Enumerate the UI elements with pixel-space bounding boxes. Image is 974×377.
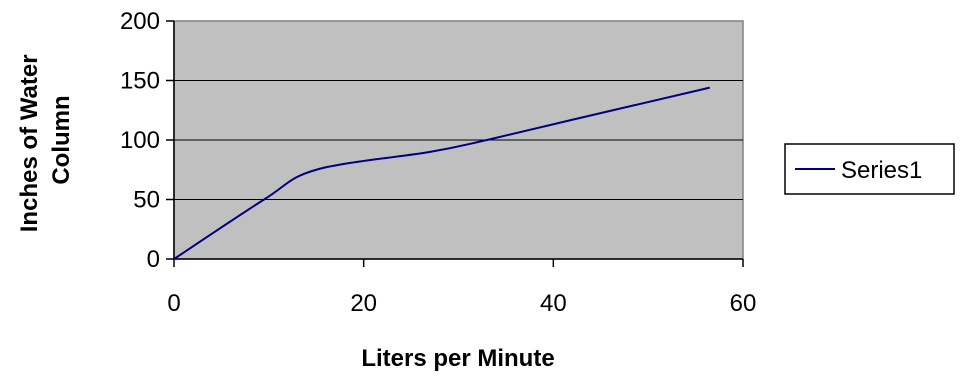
y-tick-label-0: 0 xyxy=(147,246,160,273)
x-tick-label-40: 40 xyxy=(540,290,567,317)
x-axis-ticks: 0 20 40 60 xyxy=(167,259,756,317)
x-tick-label-0: 0 xyxy=(167,290,180,317)
y-tick-label-150: 150 xyxy=(120,68,160,95)
y-tick-label-100: 100 xyxy=(120,127,160,154)
series-line-series1 xyxy=(173,86,711,260)
y-axis-title-line-1: Inches of Water xyxy=(16,54,43,232)
y-axis-title-line-2: Column xyxy=(48,95,75,184)
y-tick-label-200: 200 xyxy=(120,8,160,35)
y-tick-label-50: 50 xyxy=(133,187,160,214)
y-axis-ticks: 0 50 100 150 200 xyxy=(120,8,174,273)
grid-lines xyxy=(174,80,743,200)
x-tick-label-60: 60 xyxy=(730,290,757,317)
series-layer xyxy=(173,86,711,260)
legend-label-series1: Series1 xyxy=(841,157,922,184)
x-tick-label-20: 20 xyxy=(350,290,377,317)
y-axis-title: Inches of Water Column xyxy=(16,48,75,232)
x-axis-title: Liters per Minute xyxy=(361,345,554,372)
legend: Series1 xyxy=(784,143,955,195)
